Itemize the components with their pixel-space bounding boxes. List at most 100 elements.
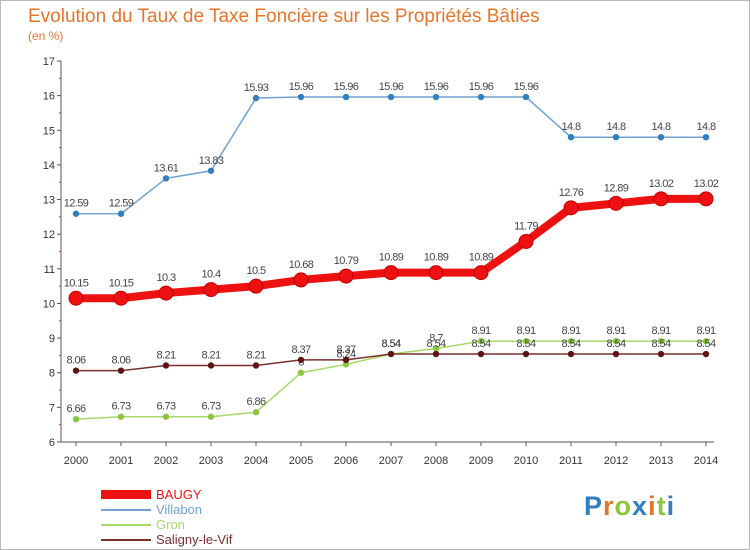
data-label-saligny-le-vif: 8.06 <box>111 355 130 367</box>
data-label-baugy: 10.68 <box>289 259 314 271</box>
data-point-gron <box>117 413 125 420</box>
y-tick-label: 8 <box>49 368 55 380</box>
y-tick-label: 6 <box>49 437 55 449</box>
data-label-villabon: 14.8 <box>696 121 715 133</box>
data-label-baugy: 10.5 <box>246 265 265 277</box>
x-tick-label: 2001 <box>109 455 133 467</box>
data-label-gron: 8.91 <box>696 325 715 337</box>
data-point-villabon <box>207 167 215 174</box>
x-tick-label: 2009 <box>469 455 493 467</box>
data-label-gron: 6.66 <box>66 403 85 415</box>
x-tick-label: 2012 <box>604 455 628 467</box>
data-point-saligny-le-vif <box>522 350 530 358</box>
series-line-villabon <box>76 96 706 215</box>
legend-label: Saligny-le-Vif <box>156 532 233 547</box>
logo-letter: r <box>603 491 615 521</box>
x-tick-label: 2008 <box>424 455 448 467</box>
chart-subtitle: (en %) <box>28 29 64 43</box>
data-point-gron <box>657 338 665 345</box>
data-label-baugy: 11.79 <box>514 220 538 232</box>
data-label-gron: 8.91 <box>651 325 670 337</box>
y-tick-label: 11 <box>44 264 55 276</box>
data-label-saligny-le-vif: 8.54 <box>651 338 670 350</box>
data-label-saligny-le-vif: 8.54 <box>516 338 535 350</box>
data-label-villabon: 15.96 <box>469 81 494 93</box>
data-label-saligny-le-vif: 8.54 <box>381 338 400 350</box>
series-baugy: 10.15 10.15 10.3 10.4 10.5 10.68 10.79 10.89 10.… <box>64 178 719 306</box>
data-label-baugy: 10.4 <box>201 269 220 281</box>
proxiti-logo: Proxiti <box>584 491 675 522</box>
data-point-villabon <box>477 93 485 101</box>
data-point-saligny-le-vif <box>297 356 305 364</box>
y-tick-label: 9 <box>49 333 55 345</box>
data-point-baugy <box>248 278 264 294</box>
data-point-baugy <box>473 265 489 281</box>
data-label-villabon: 14.8 <box>606 121 625 133</box>
data-label-saligny-le-vif: 8.21 <box>201 349 220 361</box>
data-label-saligny-le-vif: 8.54 <box>606 338 625 350</box>
data-label-villabon: 15.96 <box>334 81 359 93</box>
data-label-gron: 8.91 <box>606 325 625 337</box>
data-label-gron: 8.91 <box>471 325 490 337</box>
y-tick-label: 12 <box>43 229 55 241</box>
data-point-saligny-le-vif <box>387 350 395 358</box>
data-point-baugy <box>68 290 84 306</box>
data-label-saligny-le-vif: 8.54 <box>426 338 445 350</box>
data-label-villabon: 12.59 <box>109 198 134 210</box>
data-label-saligny-le-vif: 8.37 <box>336 344 355 356</box>
data-point-gron <box>432 345 440 352</box>
data-point-saligny-le-vif <box>342 356 350 364</box>
data-point-baugy <box>113 290 129 306</box>
data-label-villabon: 15.96 <box>424 81 449 93</box>
data-label-baugy: 10.15 <box>109 277 134 289</box>
logo-letter: i <box>648 491 657 521</box>
x-tick-label: 2013 <box>649 455 673 467</box>
data-point-baugy <box>158 285 174 301</box>
data-point-baugy <box>698 191 714 207</box>
x-tick-label: 2004 <box>244 455 268 467</box>
data-point-gron <box>162 413 170 420</box>
data-label-baugy: 12.76 <box>559 187 584 199</box>
data-point-saligny-le-vif <box>252 362 260 369</box>
chart-title: Evolution du Taux de Taxe Foncière sur l… <box>28 6 540 27</box>
data-label-baugy: 13.02 <box>694 178 719 190</box>
data-point-gron <box>252 409 260 416</box>
y-tick-label: 17 <box>43 56 55 68</box>
data-point-saligny-le-vif <box>657 350 665 358</box>
data-point-saligny-le-vif <box>207 362 215 369</box>
data-point-gron <box>702 338 710 345</box>
data-point-saligny-le-vif <box>477 350 485 358</box>
data-point-saligny-le-vif <box>432 350 440 358</box>
legend-swatch <box>101 490 151 499</box>
data-label-baugy: 10.15 <box>64 277 89 289</box>
data-label-saligny-le-vif: 8.37 <box>291 344 310 356</box>
data-point-villabon <box>387 93 395 101</box>
data-label-saligny-le-vif: 8.06 <box>66 355 85 367</box>
logo-letter: t <box>656 491 667 521</box>
x-tick-label: 2003 <box>199 455 223 467</box>
series-saligny-le-vif: 8.06 8.06 8.21 8.21 8.21 8.37 8.37 8.54 8.54 8.54… <box>66 338 717 374</box>
data-label-villabon: 15.96 <box>514 81 539 93</box>
data-label-villabon: 15.96 <box>289 81 314 93</box>
x-tick-label: 2007 <box>379 455 403 467</box>
legend-swatch <box>101 539 151 541</box>
data-point-baugy <box>203 282 219 298</box>
logo-letter: x <box>632 491 649 521</box>
data-point-gron <box>522 338 530 345</box>
y-tick-label: 14 <box>43 160 55 172</box>
data-point-saligny-le-vif <box>702 350 710 358</box>
data-point-gron <box>477 338 485 345</box>
data-label-villabon: 12.59 <box>64 198 89 210</box>
data-point-villabon <box>522 93 530 101</box>
x-tick-label: 2010 <box>514 455 538 467</box>
data-point-saligny-le-vif <box>117 367 125 374</box>
legend-label: Villabon <box>156 502 203 517</box>
legend-swatch <box>101 524 151 526</box>
data-point-gron <box>342 361 350 368</box>
x-tick-label: 2000 <box>64 455 88 467</box>
logo-letter: o <box>614 491 633 521</box>
data-label-saligny-le-vif: 8.21 <box>246 349 265 361</box>
data-label-baugy: 10.79 <box>334 255 359 267</box>
data-label-gron: 8.91 <box>561 325 580 337</box>
